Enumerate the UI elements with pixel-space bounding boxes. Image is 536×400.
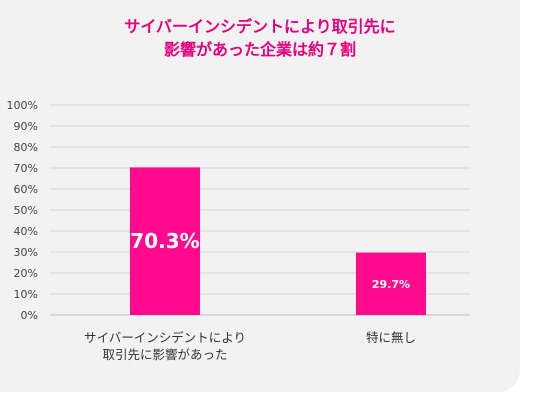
y-tick-label: 10%: [14, 288, 38, 301]
chart-title-line-2: 影響があった企業は約７割: [163, 40, 356, 59]
y-tick-label: 60%: [14, 183, 38, 196]
chart-title-line-1: サイバーインシデントにより取引先に: [124, 17, 396, 36]
y-tick-label: 50%: [14, 204, 38, 217]
x-category-label: 取引先に影響があった: [102, 347, 227, 362]
y-tick-label: 30%: [14, 246, 38, 259]
bar: [356, 252, 426, 315]
data-label: 29.7%: [372, 278, 410, 291]
y-tick-label: 100%: [7, 99, 38, 112]
chart-card: サイバーインシデントにより取引先に 影響があった企業は約７割: [0, 0, 520, 392]
y-tick-label: 20%: [14, 267, 38, 280]
y-tick-label: 70%: [14, 162, 38, 175]
x-category-label: サイバーインシデントにより: [84, 330, 246, 345]
bar: [130, 167, 200, 315]
y-tick-label: 0%: [21, 309, 38, 322]
y-tick-label: 40%: [14, 225, 38, 238]
chart-title: サイバーインシデントにより取引先に 影響があった企業は約７割: [0, 15, 520, 61]
y-tick-label: 90%: [14, 120, 38, 133]
y-tick-label: 80%: [14, 141, 38, 154]
data-label: 70.3%: [130, 229, 199, 253]
x-category-label: 特に無し: [366, 330, 416, 345]
